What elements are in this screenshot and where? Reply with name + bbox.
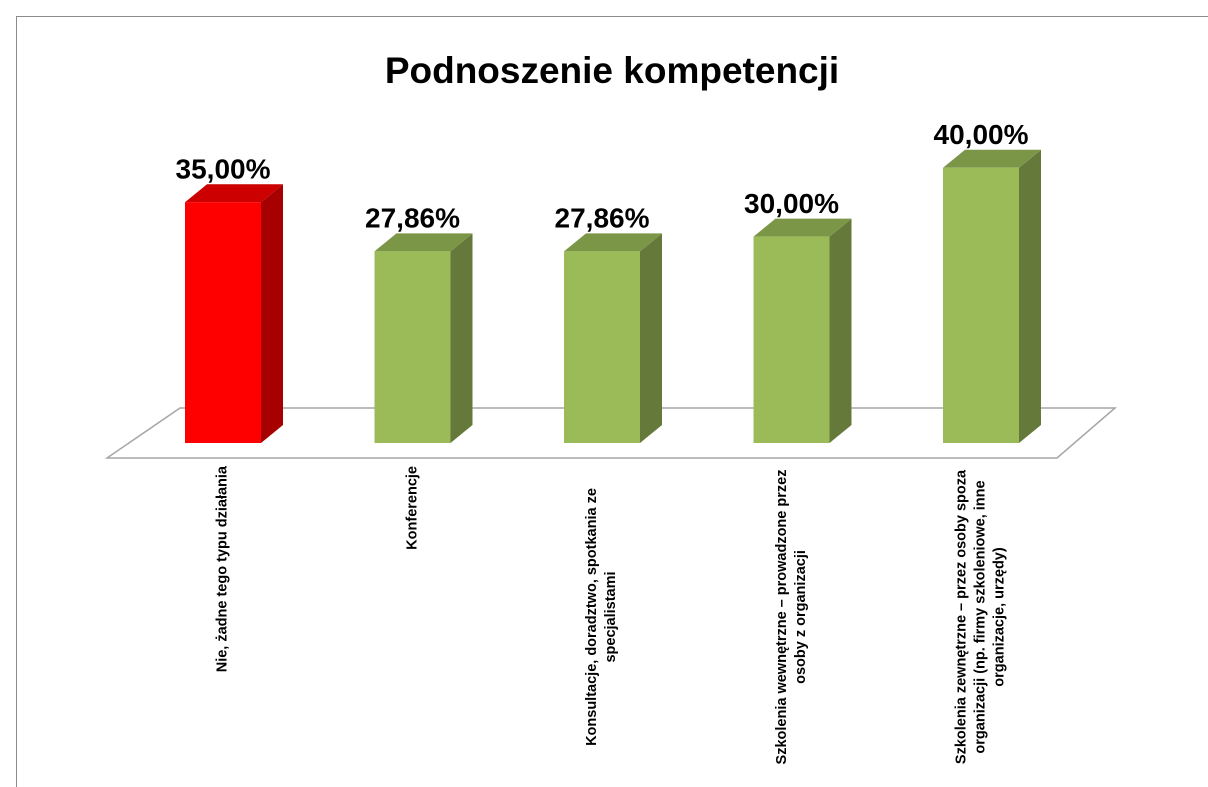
- x-tick-label: Konferencje: [404, 466, 420, 550]
- chart-title: Podnoszenie kompetencji: [385, 50, 839, 91]
- value-label: 27,86%: [555, 203, 650, 234]
- bar: [564, 251, 640, 443]
- value-label: 27,86%: [365, 203, 460, 234]
- value-label: 35,00%: [176, 154, 271, 185]
- bar-top: [943, 149, 1041, 168]
- bar-side: [1019, 149, 1041, 444]
- x-tick-label: Szkolenia zewnętrzne – przez osoby spoza…: [953, 469, 1008, 765]
- chart-border: [16, 16, 1208, 787]
- value-label: 30,00%: [744, 188, 839, 219]
- x-tick-label: Nie, żadne tego typu działania: [214, 466, 231, 673]
- bar-side: [450, 233, 473, 443]
- bar: [185, 202, 261, 443]
- bar-side: [829, 218, 852, 443]
- bar-top: [564, 233, 662, 252]
- x-tick-label: Szkolenia wewnętrzne – prowadzone przez …: [773, 469, 809, 765]
- bar-side: [261, 184, 283, 443]
- value-label: 40,00%: [934, 119, 1029, 150]
- bar: [374, 251, 451, 443]
- floor: [104, 407, 1118, 459]
- bar-top: [753, 218, 852, 237]
- x-tick-label: Konsultacje, doradztwo, spotkania ze spe…: [584, 488, 619, 746]
- bar: [753, 236, 830, 443]
- bar-top: [185, 184, 283, 203]
- bar: [943, 167, 1019, 444]
- bar-side: [640, 233, 662, 443]
- bar-top: [374, 233, 473, 252]
